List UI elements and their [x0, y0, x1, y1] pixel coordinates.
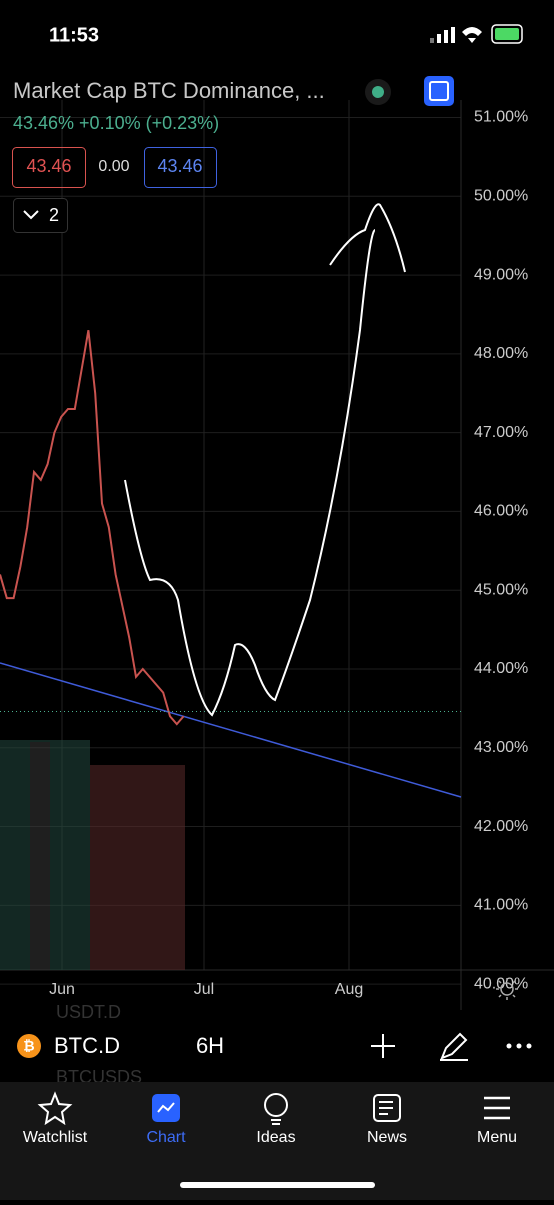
ghost-symbol: BTCUSDS [56, 1067, 142, 1087]
fullscreen-button[interactable] [424, 76, 454, 106]
nav-item[interactable]: Menu [477, 1129, 517, 1146]
y-tick-label: 50.00% [474, 188, 528, 205]
symbol[interactable]: BTC.D [54, 1033, 120, 1058]
y-tick-label: 49.00% [474, 266, 528, 283]
y-tick-label: 40.00% [474, 975, 528, 992]
btc-icon [17, 1034, 41, 1058]
more-button[interactable] [506, 1043, 532, 1049]
spread: 0.00 [98, 158, 129, 175]
add-button[interactable] [371, 1034, 395, 1058]
status-time: 11:53 [49, 24, 99, 46]
y-tick-label: 47.00% [474, 424, 528, 441]
y-tick-label: 46.00% [474, 503, 528, 520]
time-label: Aug [335, 981, 363, 998]
chart-title: Market Cap BTC Dominance, ... [13, 78, 325, 103]
draw-button[interactable] [440, 1032, 468, 1061]
y-tick-label: 44.00% [474, 660, 528, 677]
home-indicator [180, 1182, 375, 1188]
price-change: 43.46% +0.10% (+0.23%) [13, 113, 219, 133]
nav-item[interactable]: Chart [146, 1129, 186, 1146]
nav-item[interactable]: Ideas [256, 1129, 295, 1146]
nav-item[interactable]: Watchlist [23, 1129, 88, 1146]
buy-box[interactable] [144, 147, 217, 188]
status-icons [430, 24, 523, 44]
nav-item[interactable]: News [367, 1129, 407, 1146]
settings-icon[interactable] [496, 978, 518, 1000]
interval[interactable]: 6H [196, 1033, 224, 1058]
nav-bar [0, 1082, 554, 1200]
sell-box[interactable] [12, 147, 86, 188]
time-label: Jun [49, 981, 75, 998]
price-line [0, 330, 185, 726]
y-tick-label: 48.00% [474, 345, 528, 362]
time-label: Jul [194, 981, 214, 998]
indicator-toggle[interactable] [13, 198, 68, 233]
buy-price: 43.46 [157, 156, 202, 176]
volume [0, 740, 185, 970]
live-dot [372, 86, 384, 98]
y-tick-label: 51.00% [474, 109, 528, 126]
y-tick-label: 43.00% [474, 739, 528, 756]
svg-text:₿: ₿ [23, 1038, 34, 1054]
y-tick-label: 45.00% [474, 581, 528, 598]
drawing [124, 203, 406, 717]
sell-price: 43.46 [26, 156, 71, 176]
ghost-symbol: USDT.D [56, 1002, 121, 1022]
indicator-count: 2 [49, 205, 59, 225]
trend-line [0, 662, 462, 798]
y-tick-label: 42.00% [474, 818, 528, 835]
y-tick-label: 41.00% [474, 897, 528, 914]
